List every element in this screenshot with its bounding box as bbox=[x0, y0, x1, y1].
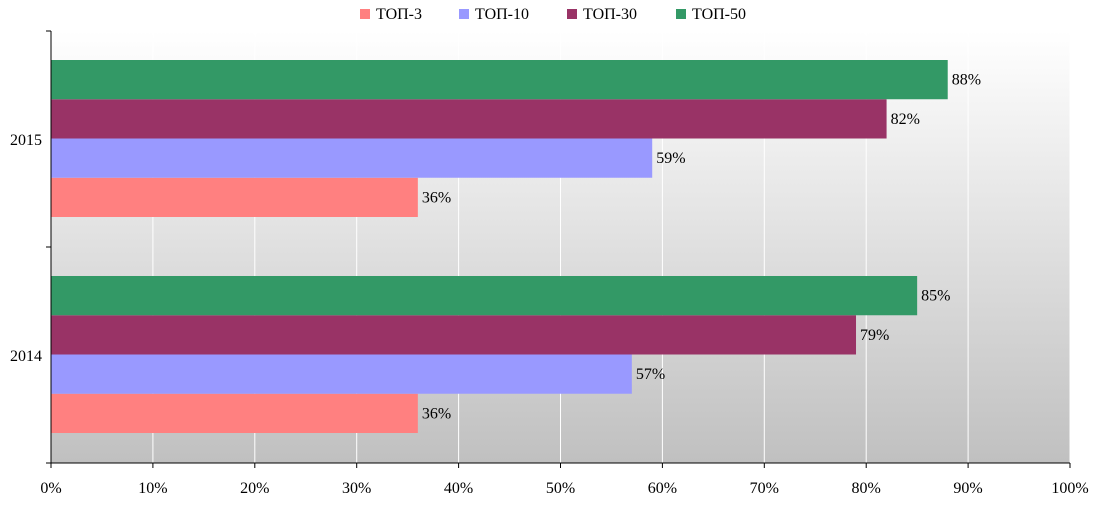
bars bbox=[51, 60, 948, 433]
data-label: 59% bbox=[656, 150, 685, 167]
data-label: 88% bbox=[952, 72, 981, 89]
bar bbox=[51, 315, 857, 355]
x-tick-label: 10% bbox=[138, 480, 167, 497]
bar bbox=[51, 276, 918, 316]
x-tick-label: 20% bbox=[240, 480, 269, 497]
x-tick-label: 50% bbox=[546, 480, 575, 497]
bar bbox=[51, 60, 948, 100]
category-label: 2014 bbox=[10, 348, 42, 365]
x-tick-label: 90% bbox=[953, 480, 982, 497]
legend-swatch bbox=[459, 9, 469, 19]
data-label: 79% bbox=[860, 327, 889, 344]
bar bbox=[51, 177, 418, 217]
bar bbox=[51, 99, 887, 139]
legend: ТОП-3 ТОП-10 ТОП-30 ТОП-50 bbox=[360, 6, 746, 23]
x-tick-label: 100% bbox=[1051, 480, 1088, 497]
x-tick-label: 80% bbox=[852, 480, 881, 497]
data-labels: 36% 59% 82% 88% 36% 57% 79% 85% bbox=[422, 72, 981, 423]
bar bbox=[51, 354, 632, 394]
legend-label: ТОП-3 bbox=[376, 6, 422, 23]
legend-label: ТОП-10 bbox=[475, 6, 529, 23]
axes: 2015 2014 0% 10% 20% 30% 40% 50% 60% 70% 80% 90% 100… bbox=[10, 30, 1089, 497]
x-tick-label: 70% bbox=[750, 480, 779, 497]
x-tick-label: 40% bbox=[444, 480, 473, 497]
x-tick-label: 60% bbox=[648, 480, 677, 497]
legend-swatch bbox=[567, 9, 577, 19]
legend-swatch bbox=[676, 9, 686, 19]
bar bbox=[51, 393, 418, 433]
x-tick-label: 0% bbox=[40, 480, 61, 497]
data-label: 36% bbox=[422, 405, 451, 422]
data-label: 85% bbox=[921, 288, 950, 305]
category-label: 2015 bbox=[10, 132, 42, 149]
legend-label: ТОП-30 bbox=[583, 6, 637, 23]
data-label: 57% bbox=[636, 366, 665, 383]
x-tick-label: 30% bbox=[342, 480, 371, 497]
data-label: 36% bbox=[422, 189, 451, 206]
data-label: 82% bbox=[891, 111, 920, 128]
legend-label: ТОП-50 bbox=[692, 6, 746, 23]
legend-swatch bbox=[360, 9, 370, 19]
bar bbox=[51, 138, 653, 178]
